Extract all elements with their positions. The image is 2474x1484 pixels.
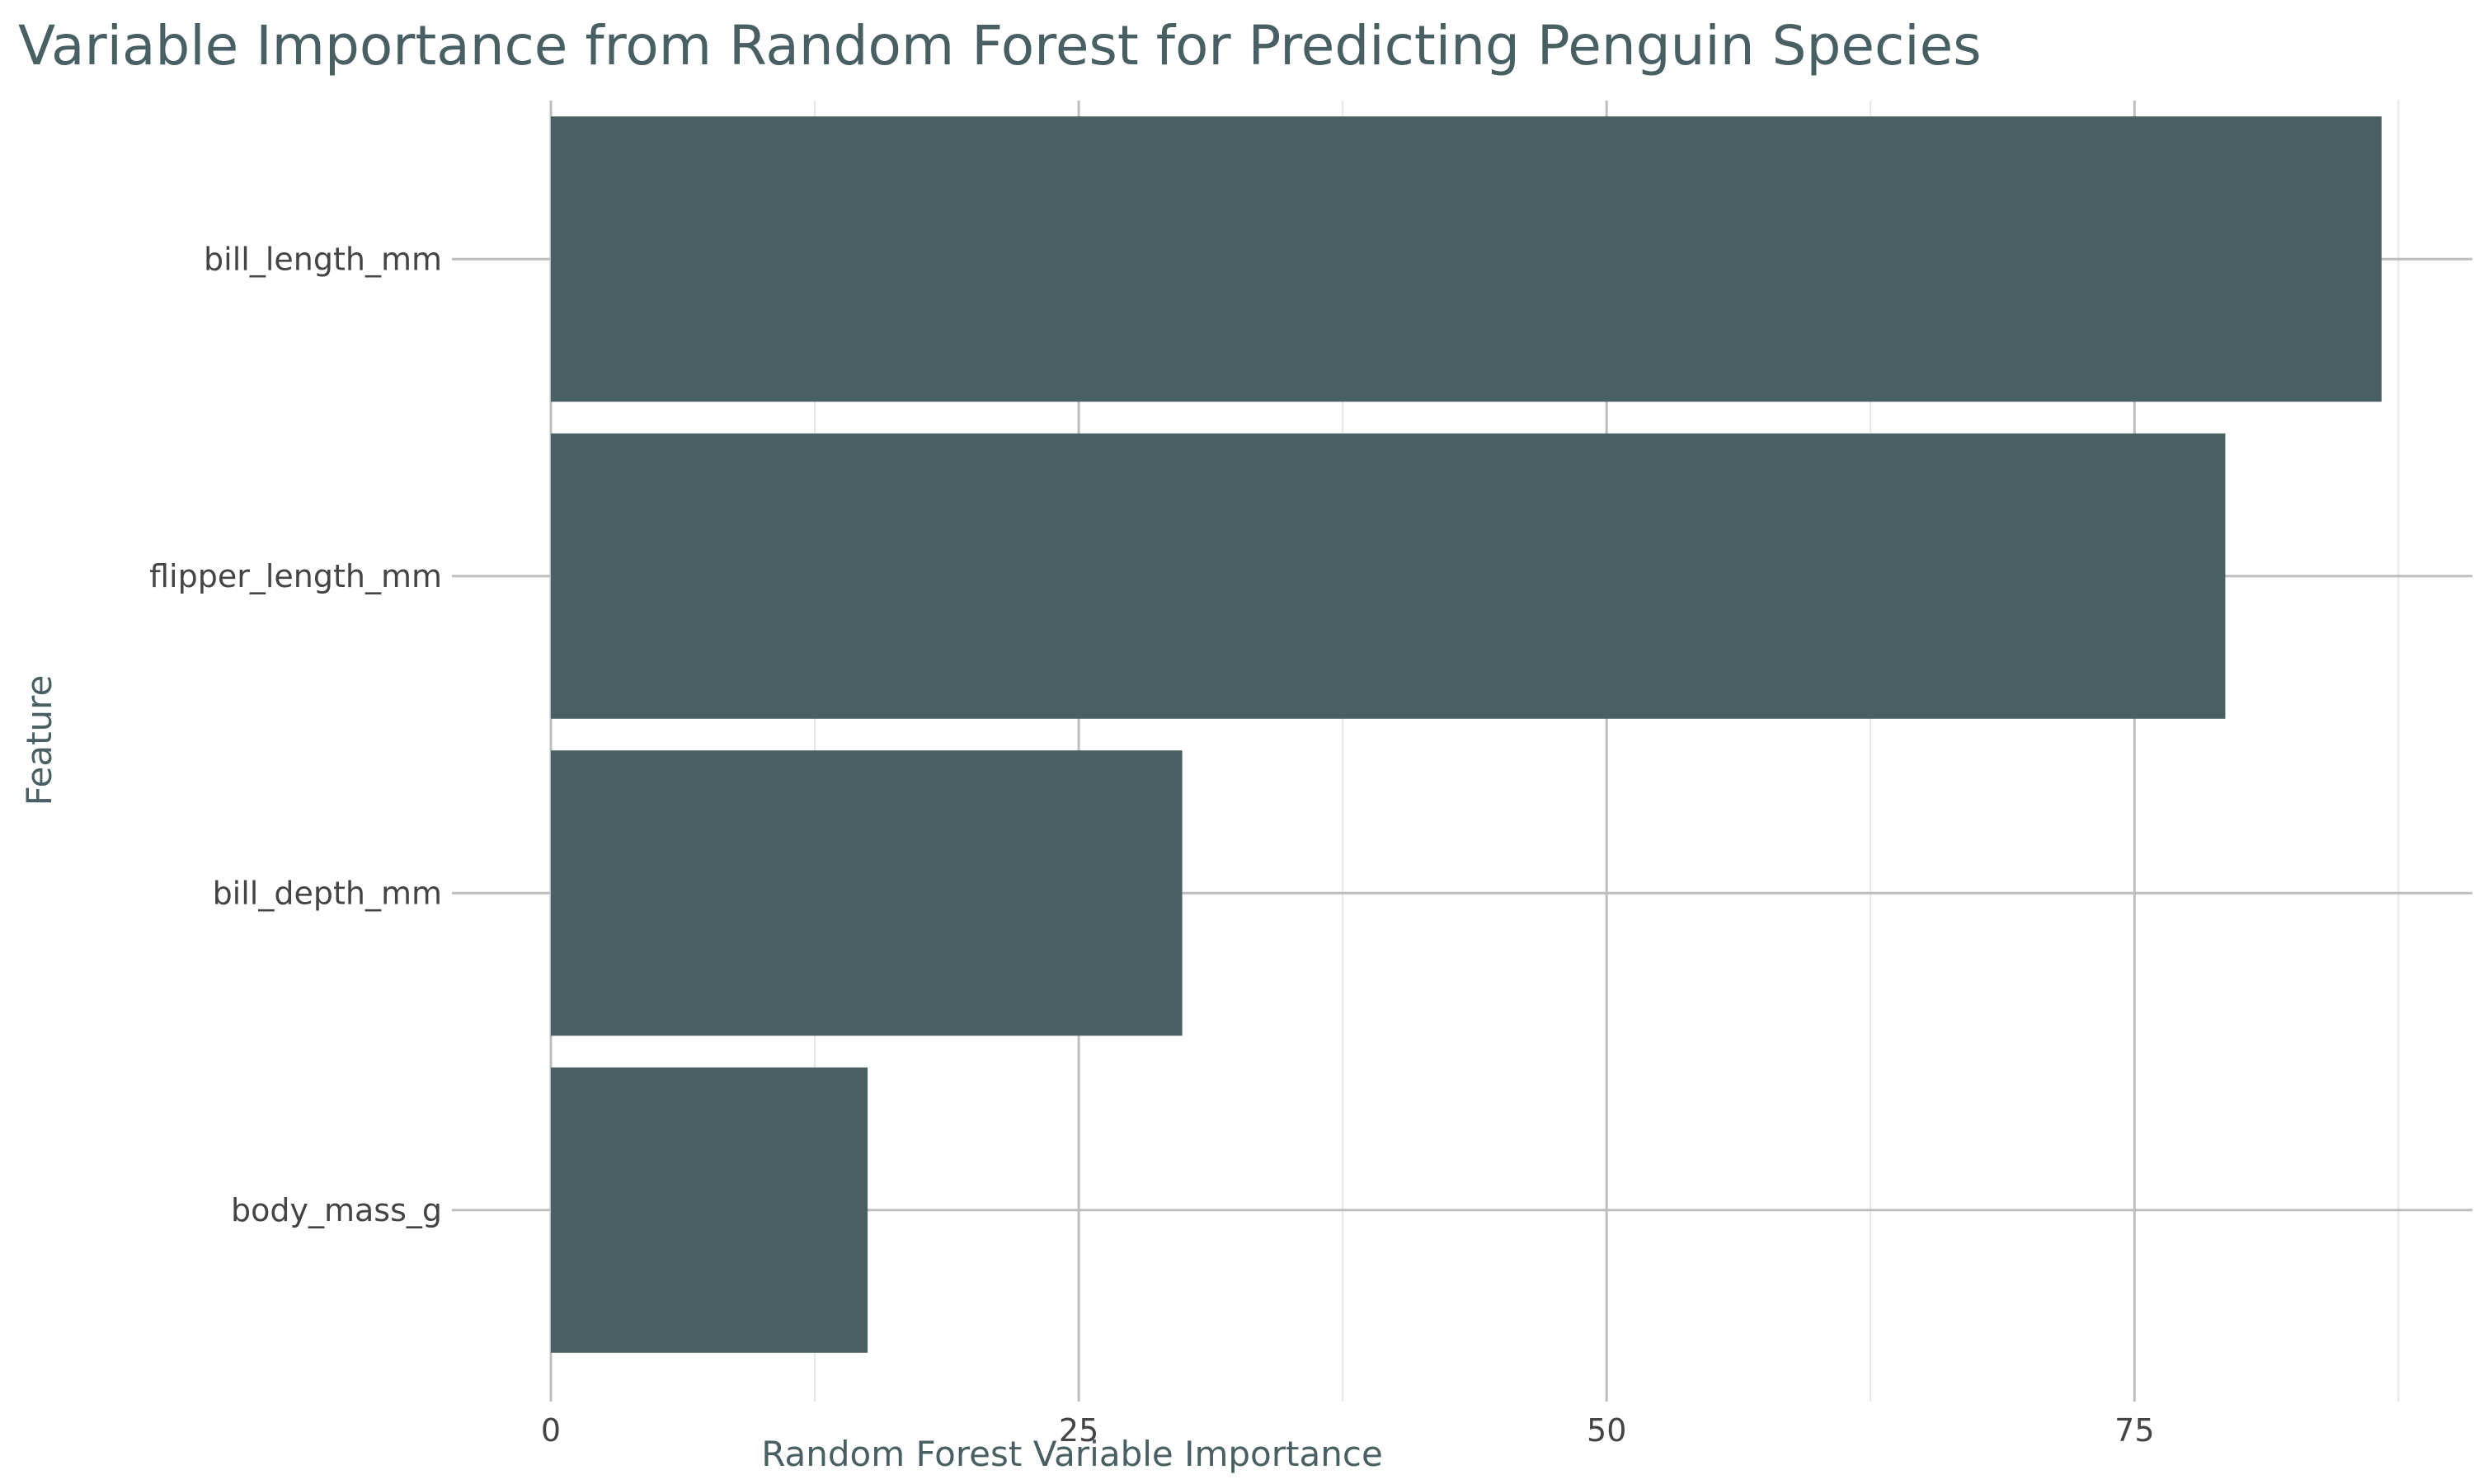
y-tick-label: flipper_length_mm — [149, 558, 442, 594]
y-tick-label: bill_length_mm — [204, 241, 442, 277]
chart-title: Variable Importance from Random Forest f… — [18, 14, 1982, 77]
x-tick-label: 25 — [1059, 1412, 1098, 1449]
bar-bill-length-mm — [551, 116, 2382, 402]
y-tick-label: body_mass_g — [231, 1192, 442, 1228]
bar-body-mass-g — [551, 1067, 868, 1353]
bar-flipper-length-mm — [551, 433, 2226, 719]
y-tick-label: bill_depth_mm — [213, 875, 442, 911]
y-axis-title: Feature — [19, 675, 59, 806]
y-axis-ticks: bill_length_mm flipper_length_mm bill_dept… — [149, 241, 442, 1228]
x-axis-title: Random Forest Variable Importance — [761, 1434, 1383, 1474]
bars — [551, 116, 2382, 1353]
x-tick-label: 0 — [541, 1412, 561, 1449]
x-axis-ticks: 0 25 50 75 — [541, 1412, 2155, 1449]
x-tick-label: 50 — [1587, 1412, 1626, 1449]
x-tick-label: 75 — [2114, 1412, 2154, 1449]
bar-bill-depth-mm — [551, 750, 1183, 1036]
